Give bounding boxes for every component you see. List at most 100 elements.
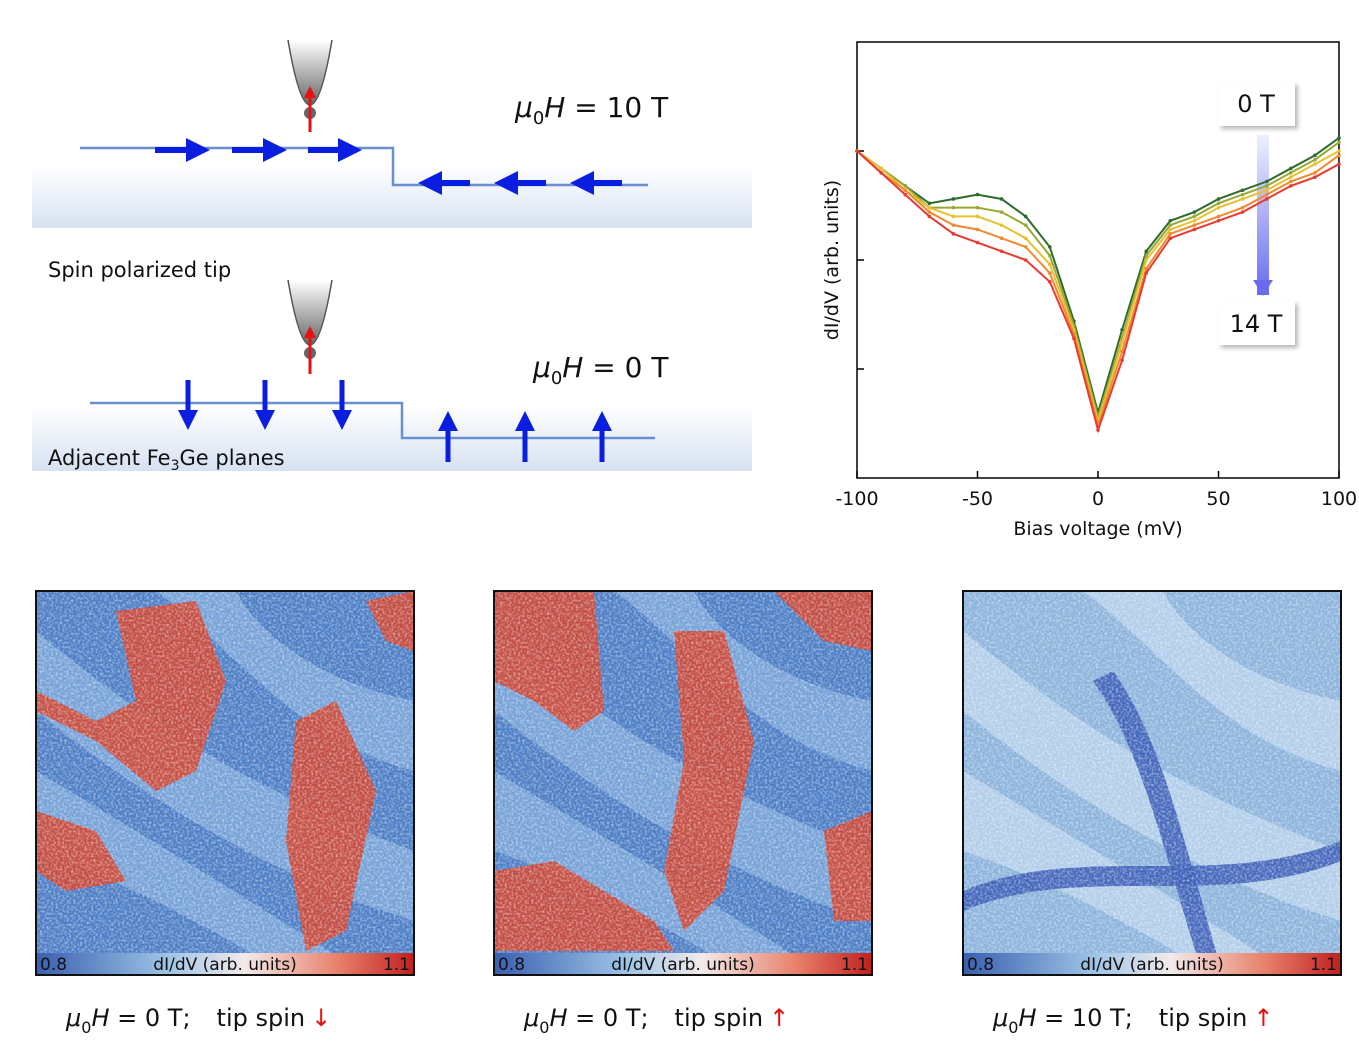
tip-label: Spin polarized tip — [48, 258, 231, 282]
data-point — [1144, 271, 1148, 275]
data-point — [1023, 245, 1028, 249]
x-axis-label: Bias voltage (mV) — [1013, 518, 1182, 540]
data-point — [951, 197, 956, 201]
step — [90, 401, 655, 440]
field-label: μ0H = 10 T — [514, 91, 669, 129]
caption-part: ↓ — [311, 1004, 331, 1032]
data-point — [1216, 197, 1221, 201]
data-point — [951, 214, 956, 219]
data-point — [1313, 157, 1317, 162]
data-point — [927, 201, 932, 206]
data-point — [903, 184, 907, 188]
x-tick-label: -50 — [962, 488, 993, 510]
data-point — [1264, 179, 1269, 184]
annotation: 0 T — [1237, 90, 1275, 118]
data-point — [1240, 188, 1245, 193]
data-point — [1216, 201, 1221, 206]
caption-part: 0 — [539, 1018, 549, 1037]
caption-part: = 0 T; — [568, 1004, 649, 1032]
caption-part: tip spin — [217, 1004, 306, 1032]
schematic: μ0H = 10 T Spin polarized tip μ0H = 0 T … — [32, 39, 752, 474]
data-point — [1289, 175, 1293, 179]
data-point — [1192, 210, 1197, 214]
data-point — [1313, 162, 1317, 166]
colorbar-label: dI/dV (arb. units) — [1080, 955, 1223, 975]
data-point — [1168, 227, 1173, 232]
map-noise — [36, 591, 414, 975]
data-point — [1240, 192, 1245, 197]
y-axis-label: dI/dV (arb. units) — [821, 180, 843, 340]
data-point — [1023, 236, 1028, 240]
colorbar-min: 0.8 — [40, 955, 67, 975]
chart: Bias voltage (mV) dI/dV (arb. units) 0 T… — [821, 41, 1357, 540]
data-point — [927, 210, 932, 214]
data-point — [1168, 236, 1173, 240]
data-point — [1144, 258, 1148, 262]
data-point — [1264, 184, 1269, 188]
caption-part: tip spin — [675, 1004, 764, 1032]
data-point — [951, 232, 956, 236]
data-point — [951, 205, 956, 210]
data-point — [1216, 218, 1221, 223]
map-panel: 0.8 dI/dV (arb. units) 1.1 — [493, 590, 873, 976]
data-point — [855, 149, 859, 153]
map-frame — [962, 590, 1342, 976]
map-caption: μ0H = 0 T; tip spin ↑ — [523, 1004, 789, 1037]
data-point — [1120, 341, 1124, 345]
caption-part: H — [1018, 1004, 1036, 1032]
data-point — [1168, 223, 1173, 227]
data-point — [1289, 179, 1293, 184]
spins — [155, 138, 622, 195]
trend-arrowhead — [1253, 280, 1273, 296]
colorbar — [36, 953, 414, 975]
data-point — [975, 205, 980, 210]
data-point — [1192, 218, 1197, 223]
caption-part: ↑ — [769, 1004, 789, 1032]
data-point — [1289, 171, 1293, 175]
caption-part: = 0 T; — [110, 1004, 191, 1032]
data-point — [903, 188, 907, 193]
data-point — [975, 192, 980, 197]
data-point — [1192, 227, 1197, 232]
trend-arrow — [1257, 135, 1269, 295]
annotation: 14 T — [1230, 310, 1283, 338]
data-point — [1313, 175, 1317, 179]
map-noise — [494, 591, 872, 975]
annotation-box — [1218, 82, 1295, 126]
data-point — [1337, 140, 1341, 145]
map-panel: 0.8 dI/dV (arb. units) 1.1 — [35, 590, 415, 976]
data-point — [1216, 214, 1221, 219]
data-point — [1096, 428, 1100, 432]
map-frame — [35, 590, 415, 976]
data-point — [1337, 162, 1341, 166]
planes-label: Adjacent Fe3Ge planes — [48, 446, 285, 474]
data-point — [975, 227, 980, 232]
data-point — [1313, 171, 1317, 175]
colorbar-label: dI/dV (arb. units) — [611, 955, 754, 975]
data-point — [1240, 210, 1245, 214]
data-point — [1048, 262, 1052, 267]
data-point — [1168, 218, 1173, 223]
data-point — [1264, 188, 1269, 193]
data-point — [1023, 258, 1028, 262]
data-point — [1023, 214, 1028, 219]
field-label: μ0H = 0 T — [532, 351, 669, 389]
x-tick-label: 100 — [1321, 488, 1357, 510]
data-point — [1144, 249, 1148, 254]
data-point — [1192, 214, 1197, 219]
data-point — [903, 192, 907, 197]
caption-part: μ — [65, 1004, 81, 1032]
x-tick-label: 0 — [1092, 488, 1104, 510]
data-point — [1168, 232, 1173, 236]
data-point — [1264, 197, 1269, 201]
data-point — [927, 205, 932, 210]
colorbar-max: 1.1 — [383, 955, 410, 975]
colorbar — [963, 953, 1341, 975]
spins — [178, 380, 612, 462]
x-tick-label: 50 — [1206, 488, 1230, 510]
data-point — [1144, 266, 1148, 271]
caption-part: 0 — [1008, 1018, 1018, 1037]
data-point — [1216, 205, 1221, 210]
